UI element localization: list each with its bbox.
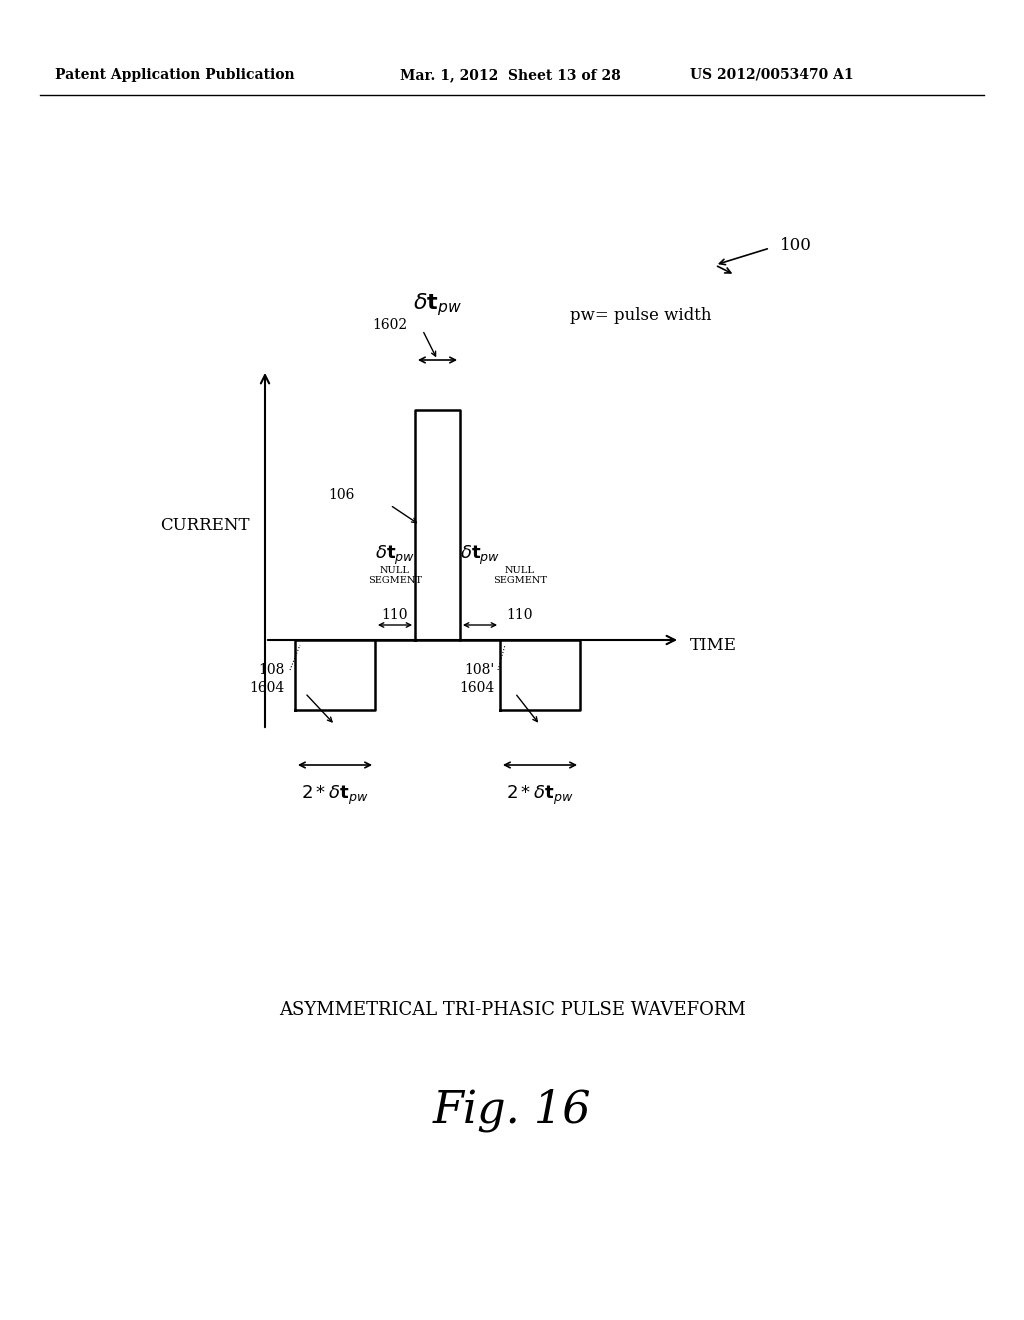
Text: 108: 108 [259,663,285,677]
Text: $2*\delta$$\mathbf{t}$$_{pw}$: $2*\delta$$\mathbf{t}$$_{pw}$ [506,783,573,807]
Text: Patent Application Publication: Patent Application Publication [55,69,295,82]
Text: $2*\delta$$\mathbf{t}$$_{pw}$: $2*\delta$$\mathbf{t}$$_{pw}$ [301,783,369,807]
Text: $\delta$$\mathbf{t}$$_{pw}$: $\delta$$\mathbf{t}$$_{pw}$ [460,544,500,566]
Text: Fig. 16: Fig. 16 [433,1088,591,1131]
Text: US 2012/0053470 A1: US 2012/0053470 A1 [690,69,854,82]
Text: NULL
SEGMENT: NULL SEGMENT [368,565,422,585]
Text: Mar. 1, 2012  Sheet 13 of 28: Mar. 1, 2012 Sheet 13 of 28 [400,69,621,82]
Text: pw= pulse width: pw= pulse width [570,306,712,323]
Text: 100: 100 [780,236,812,253]
Text: 1604: 1604 [250,681,285,696]
Text: CURRENT: CURRENT [160,516,250,533]
Text: ASYMMETRICAL TRI-PHASIC PULSE WAVEFORM: ASYMMETRICAL TRI-PHASIC PULSE WAVEFORM [279,1001,745,1019]
Text: 110: 110 [507,609,534,622]
Text: 106: 106 [329,488,355,502]
Text: TIME: TIME [690,636,737,653]
Text: 1604: 1604 [460,681,495,696]
Text: NULL
SEGMENT: NULL SEGMENT [493,565,547,585]
Text: 108': 108' [465,663,495,677]
Text: 110: 110 [382,609,409,622]
Text: $\delta$$\mathbf{t}$$_{pw}$: $\delta$$\mathbf{t}$$_{pw}$ [375,544,415,566]
Text: 1602: 1602 [373,318,408,333]
Text: $\delta$$\mathbf{t}$$_{pw}$: $\delta$$\mathbf{t}$$_{pw}$ [413,292,462,318]
